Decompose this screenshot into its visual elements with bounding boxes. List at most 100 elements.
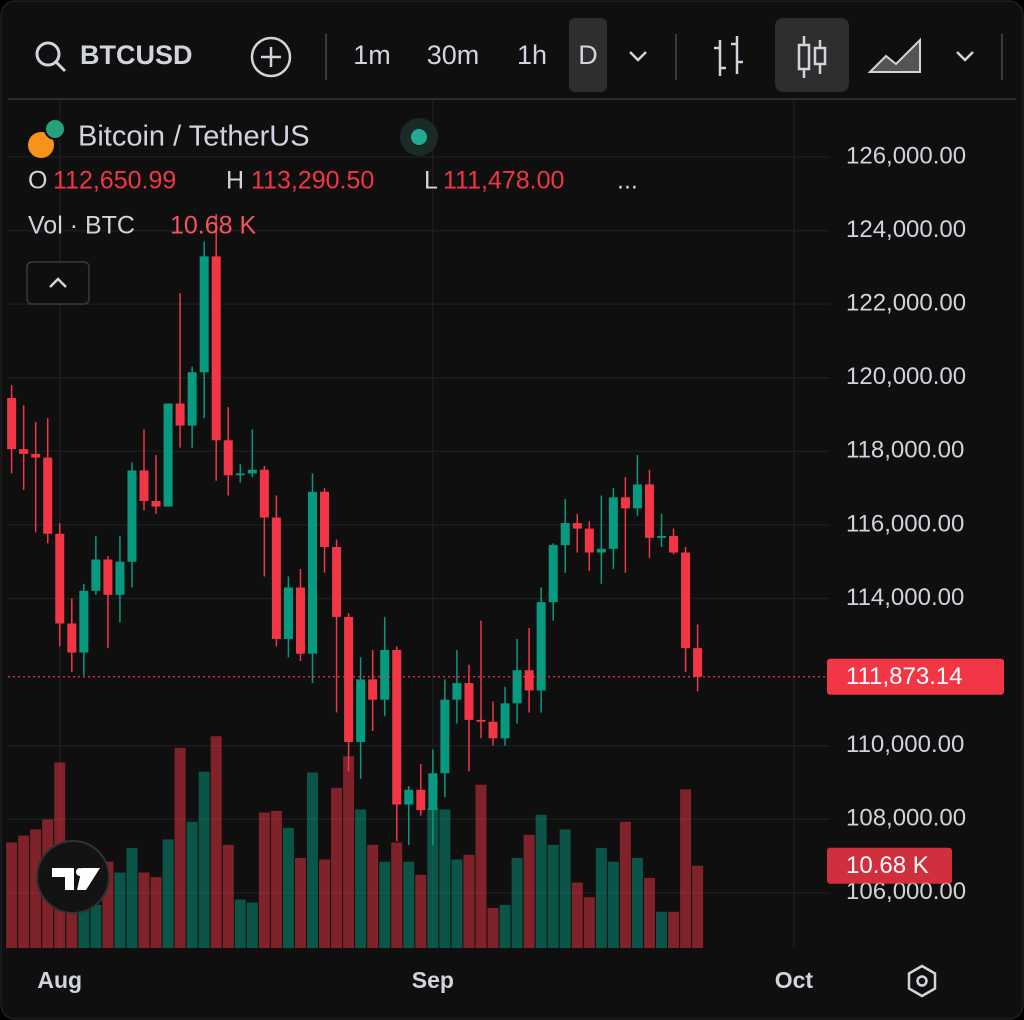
high-value: 113,290.50 [251, 167, 374, 195]
volume-bar [30, 829, 42, 948]
volume-bar [499, 904, 511, 948]
y-tick-label: 114,000.00 [846, 584, 964, 611]
volume-bar [306, 772, 318, 948]
candle-body [247, 469, 257, 474]
volume-bar [619, 821, 631, 948]
legend: Bitcoin / TetherUS O 112,650.99 H 113,29… [26, 118, 638, 305]
candle-body [175, 403, 185, 426]
candle-body [404, 789, 414, 805]
candle-body [500, 703, 510, 739]
volume-bar [631, 857, 643, 948]
volume-bar [487, 907, 499, 948]
volume-bar [319, 859, 331, 948]
volume-bar [222, 844, 234, 948]
volume-bar [126, 847, 138, 948]
interval[interactable]: 1h [517, 40, 547, 70]
candle-body [524, 670, 534, 691]
logo-dot [76, 868, 84, 876]
candle-body [596, 548, 606, 553]
area-icon[interactable] [867, 37, 921, 73]
volume-bar [343, 756, 355, 948]
candle-body [67, 623, 77, 653]
volume-bar [210, 736, 222, 948]
candle-body [380, 650, 390, 700]
volume-bar [643, 877, 655, 948]
logo-mark [52, 868, 100, 890]
interval[interactable]: 1m [353, 40, 391, 70]
settings-icon[interactable] [907, 964, 937, 998]
bars-icon[interactable] [714, 36, 743, 76]
candle-body [548, 545, 558, 603]
last-volume-box [827, 847, 952, 884]
volume-bar [535, 814, 547, 948]
volume-bar [595, 847, 607, 948]
y-tick-label: 118,000.00 [846, 437, 964, 464]
collapse-button[interactable] [26, 261, 90, 305]
logo [36, 840, 110, 914]
volume-bar [234, 899, 246, 948]
volume-bar [246, 902, 258, 948]
plot: 106,000.00108,000.00110,000.00114,000.00… [6, 100, 1004, 993]
chart-type-dropdown[interactable] [956, 51, 974, 62]
volume-bar [198, 771, 210, 948]
candle-body [31, 453, 41, 458]
volume-bar [150, 877, 162, 948]
candle-body [259, 469, 269, 518]
volume-bar [463, 854, 475, 948]
volume-bar [656, 911, 668, 948]
candle-body [452, 683, 462, 700]
candle-body [271, 517, 281, 639]
add-button[interactable] [250, 36, 292, 78]
candle-body [608, 497, 618, 549]
volume-bar [692, 865, 704, 948]
volume-bar [607, 861, 619, 948]
candle-body [187, 372, 197, 426]
candle-body [55, 533, 65, 624]
candle-body [199, 256, 209, 373]
candle-body [392, 650, 402, 805]
volume-bar [294, 857, 306, 948]
candle-body [536, 602, 546, 691]
candle-body [139, 470, 149, 502]
y-tick-label: 126,000.00 [846, 142, 966, 169]
volume-bar [367, 844, 379, 948]
candle-body [211, 256, 221, 441]
symbol-name: Bitcoin / TetherUS [78, 121, 310, 153]
volume-bar [18, 835, 30, 948]
last-price-box [827, 658, 1004, 695]
candle-body [657, 535, 667, 538]
more[interactable]: ... [617, 167, 638, 195]
interval-dropdown[interactable] [629, 51, 647, 62]
volume-bar [475, 784, 487, 948]
low-key: L [424, 167, 438, 195]
candles-icon-body [797, 43, 811, 71]
candle-body [464, 683, 474, 720]
candle-body [235, 473, 245, 476]
volume-bar [162, 839, 174, 948]
candle-body [103, 559, 113, 595]
candle-body [632, 484, 642, 509]
volume-bar [403, 861, 415, 948]
volume-bar [331, 787, 343, 948]
candle-body [476, 719, 486, 722]
candle-body [332, 546, 342, 617]
candle-body [223, 440, 233, 476]
volume-name: Vol · BTC [28, 212, 135, 240]
active-interval [569, 18, 607, 92]
candle-body [669, 535, 679, 553]
symbol[interactable]: BTCUSD [80, 40, 193, 70]
candle-body [127, 470, 137, 562]
volume-bar [258, 812, 270, 948]
volume-bar [511, 857, 523, 948]
open-value: 112,650.99 [53, 167, 176, 195]
volume-bar [102, 861, 114, 948]
search-icon[interactable] [35, 41, 61, 67]
interval[interactable]: 30m [427, 40, 480, 70]
volume-bar [186, 821, 198, 948]
candle-body [584, 528, 594, 553]
interval[interactable]: D [578, 40, 598, 70]
candle-body [560, 523, 570, 546]
candle-body [19, 449, 29, 454]
add-icon [261, 47, 281, 67]
